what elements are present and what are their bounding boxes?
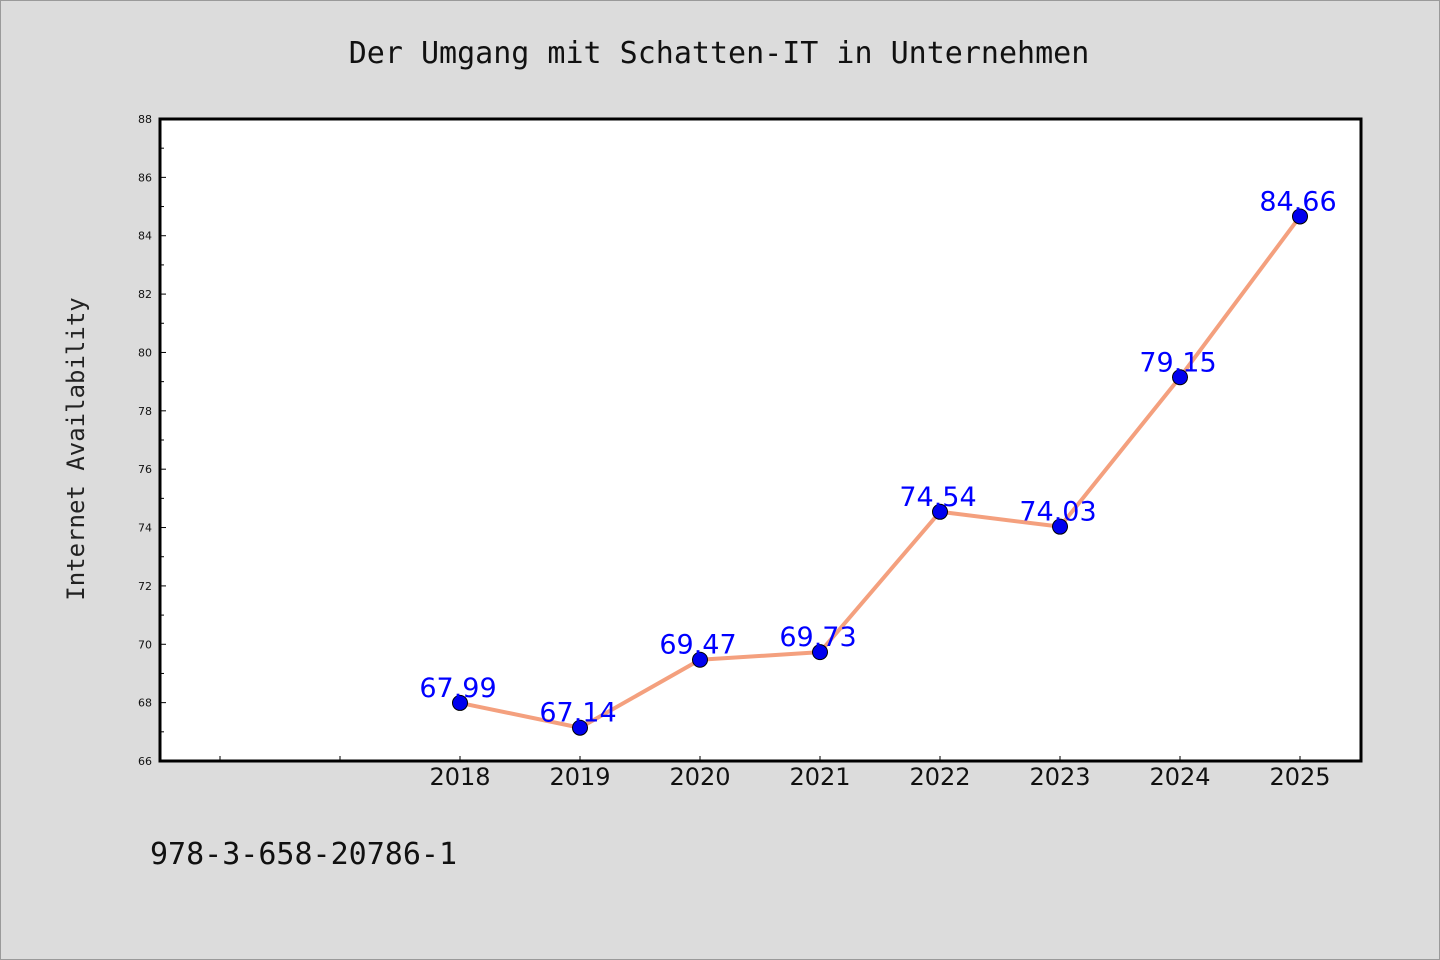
y-tick-label: 84	[138, 230, 152, 243]
data-label: 74.54	[899, 482, 976, 513]
data-label: 67.99	[419, 673, 496, 704]
x-axis: 2018 2019 2020 2021 2022 2023 2024 2025	[219, 756, 1331, 791]
x-tick-label: 2019	[549, 763, 610, 791]
y-tick-label: 72	[138, 580, 152, 593]
data-point-marker	[452, 694, 468, 711]
data-point-marker	[1052, 518, 1068, 535]
data-point-marker	[1172, 369, 1188, 386]
plot-area	[158, 117, 1363, 763]
x-tick-label: 2025	[1269, 763, 1330, 791]
data-point-marker	[932, 503, 948, 520]
y-tick-label: 70	[138, 638, 152, 651]
data-label: 67.14	[539, 698, 616, 729]
y-tick-label: 86	[138, 171, 152, 184]
data-label: 84.66	[1259, 186, 1336, 217]
data-point-marker	[1292, 208, 1308, 225]
series-layer	[452, 208, 1308, 736]
isbn-footnote: 978-3-658-20786-1	[150, 837, 457, 872]
x-tick-label: 2024	[1149, 763, 1210, 791]
data-label: 69.47	[659, 630, 736, 661]
chart-title: Der Umgang mit Schatten-IT in Unternehme…	[349, 36, 1090, 71]
y-tick-label: 68	[138, 697, 152, 710]
y-tick-label: 78	[138, 405, 152, 418]
y-tick-label: 88	[138, 113, 152, 126]
x-tick-label: 2021	[789, 763, 850, 791]
data-point-marker	[692, 651, 708, 668]
x-tick-label: 2023	[1029, 763, 1090, 791]
y-tick-label: 80	[138, 346, 152, 359]
x-tick-label: 2018	[429, 763, 490, 791]
y-tick-label: 66	[138, 755, 152, 768]
data-label: 69.73	[779, 622, 856, 653]
data-label: 79.15	[1139, 347, 1216, 378]
data-label-layer: 67.99 67.14 69.47 69.73 74.54 74.03 79.15 84.66	[419, 186, 1336, 728]
y-tick-label: 82	[138, 288, 152, 301]
y-axis-label: Internet Availability	[62, 297, 90, 600]
data-point-marker	[812, 644, 828, 661]
data-point-marker	[572, 719, 588, 736]
series-line	[458, 214, 1302, 730]
data-label: 74.03	[1019, 497, 1096, 528]
y-tick-label: 74	[138, 522, 152, 535]
x-tick-label: 2020	[669, 763, 730, 791]
x-tick-label: 2022	[909, 763, 970, 791]
y-tick-label: 76	[138, 463, 152, 476]
y-axis: 66 68 70 72 74 76 78 80 82 84 86 88	[138, 113, 166, 768]
